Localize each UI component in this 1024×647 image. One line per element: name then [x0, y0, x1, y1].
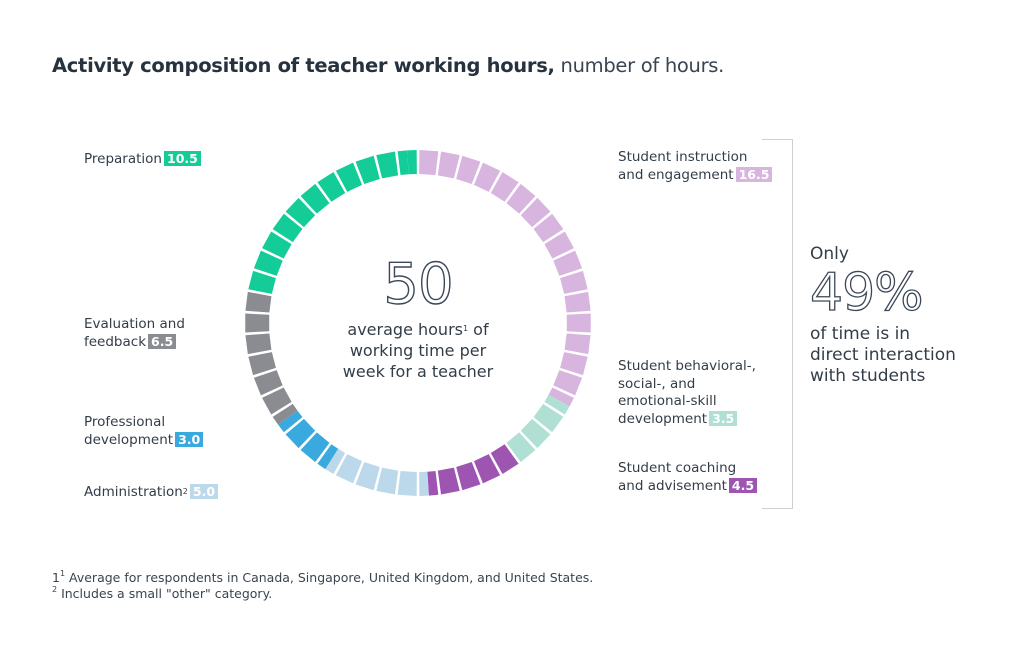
ring-segment — [376, 467, 399, 495]
ring-segment — [437, 151, 460, 179]
ring-segment — [566, 313, 591, 333]
ring-segment — [317, 172, 346, 202]
chart-title-unit: number of hours. — [560, 54, 725, 77]
ring-segment — [456, 461, 481, 491]
ring-segment — [560, 352, 588, 376]
callout-percentage: 49% — [809, 263, 924, 323]
label-administration: Administration2 5.0 — [84, 484, 219, 502]
ring-segment — [544, 231, 574, 259]
ring-segment — [533, 213, 564, 243]
ring-segment — [325, 448, 346, 474]
label-student-behavioral: Student behavioral-, social-, and emotio… — [618, 358, 756, 427]
ring-segment — [245, 291, 272, 313]
ring-segment — [506, 183, 536, 214]
value-badge-behavioral: 3.5 — [709, 410, 738, 426]
ring-segment — [520, 197, 551, 228]
ring-segment — [278, 410, 303, 433]
ring-segment — [272, 213, 303, 243]
ring-segment — [506, 432, 536, 463]
ring-segment — [253, 250, 283, 276]
ring-segment — [437, 467, 460, 495]
ring-segment — [248, 270, 276, 294]
ring-segment — [520, 418, 551, 449]
label-student-instruction: Student instruction and engagement 16.5 — [618, 149, 773, 184]
value-badge-coaching: 4.5 — [728, 477, 758, 493]
ring-segment — [335, 162, 363, 192]
footnote-2: 2 Includes a small "other" category. — [52, 585, 273, 601]
ring-segment — [317, 444, 339, 470]
value-badge-professional: 3.0 — [175, 431, 204, 447]
interaction-callout: Only 49% of time is in direct interactio… — [809, 244, 956, 387]
ring-segment — [548, 387, 574, 407]
ring-segment — [285, 197, 316, 228]
ring-segment — [553, 370, 583, 396]
ring-segment — [564, 333, 591, 355]
chart-title: Activity composition of teacher working … — [52, 54, 724, 77]
center-total: 50 average hours1 of working time per we… — [318, 252, 518, 382]
ring-segment — [248, 352, 276, 376]
ring-segment — [272, 403, 298, 425]
label-preparation: Preparation 10.5 — [84, 151, 201, 169]
ring-segment — [560, 270, 588, 294]
label-evaluation: Evaluation and feedback 6.5 — [84, 316, 185, 350]
ring-segment — [253, 370, 283, 396]
value-badge-preparation: 10.5 — [164, 151, 201, 166]
total-hours-value: 50 — [383, 252, 455, 317]
ring-segment — [300, 183, 330, 214]
value-badge-administration: 5.0 — [189, 484, 219, 499]
ring-segment — [419, 471, 429, 496]
ring-segment — [564, 291, 591, 313]
ring-segment — [533, 403, 564, 433]
ring-segment — [355, 155, 380, 185]
ring-segment — [553, 250, 583, 276]
value-badge-instruction: 16.5 — [735, 166, 773, 182]
total-hours-caption: average hours1 of working time per week … — [342, 320, 494, 381]
ring-segment — [544, 394, 570, 415]
callout-description: of time is in direct interaction with st… — [810, 324, 956, 386]
ring-segment — [490, 172, 519, 202]
ring-segment — [376, 151, 399, 179]
ring-segment — [473, 454, 501, 484]
ring-segment — [245, 313, 270, 333]
ring-segment — [490, 444, 519, 474]
callout-only: Only — [810, 244, 849, 264]
ring-segment — [419, 150, 439, 176]
ring-segment — [427, 470, 439, 496]
ring-segment — [262, 387, 292, 415]
footnote-1: 11 Average for respondents in Canada, Si… — [52, 569, 594, 585]
student-interaction-bracket — [762, 139, 793, 509]
ring-segment — [335, 454, 363, 484]
ring-segment — [355, 461, 380, 491]
ring-segment — [285, 418, 316, 449]
ring-segment — [262, 231, 292, 259]
ring-segment — [245, 333, 272, 355]
label-professional-development: Professional development 3.0 — [84, 414, 204, 449]
value-badge-evaluation: 6.5 — [148, 333, 177, 349]
label-student-coaching: Student coaching and advisement 4.5 — [618, 460, 758, 495]
ring-segment — [473, 162, 501, 192]
ring-segment — [407, 150, 417, 175]
ring-segment — [456, 155, 481, 185]
ring-segment — [397, 470, 417, 496]
chart-title-bold: Activity composition of teacher working … — [52, 54, 555, 77]
ring-segment — [397, 150, 409, 176]
ring-segment — [300, 432, 330, 463]
